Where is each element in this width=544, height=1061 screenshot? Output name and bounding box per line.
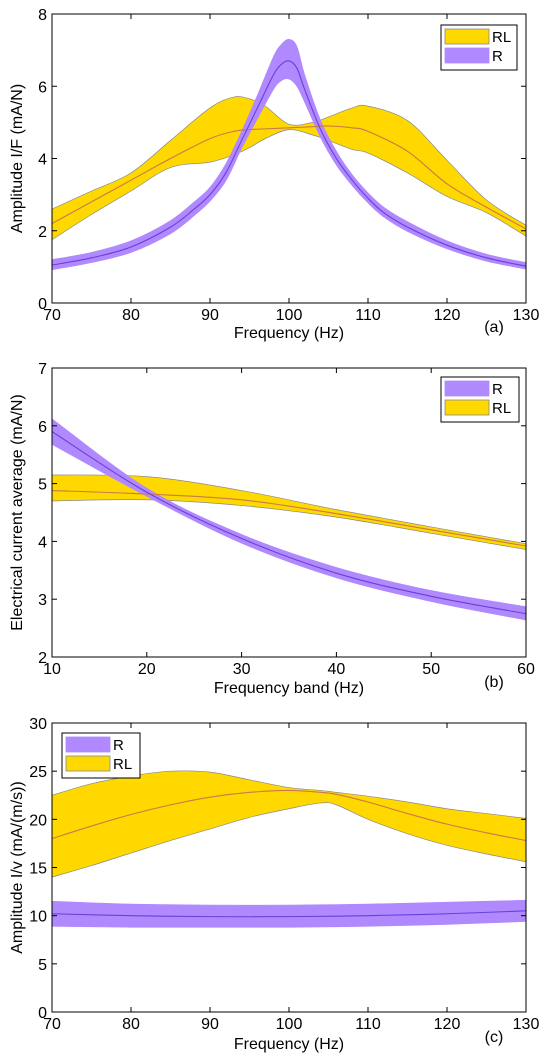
legend-label-rl: RL — [492, 400, 511, 417]
legend-swatch-rl — [444, 28, 490, 45]
legend-label-r: R — [492, 48, 503, 65]
mean-line-rl — [52, 125, 526, 230]
y-tick-label: 2 — [38, 650, 47, 667]
axes-box — [51, 367, 527, 658]
y-tick-label: 2 — [38, 224, 47, 241]
chart-panel-3: 70 80 90 100 110 120 130 0 5 10 15 20 25 30 Frequency … — [9, 716, 539, 1053]
x-tick-label: 30 — [233, 661, 251, 678]
legend-label-r: R — [492, 381, 503, 398]
chart-panel-1: 70 80 90 100 110 120 130 0 2 4 6 8 Frequency (Hz) Amp… — [9, 7, 539, 342]
legend: RL R — [440, 24, 518, 71]
band-r — [52, 899, 526, 928]
band-r — [52, 38, 526, 271]
legend-label-rl: RL — [113, 756, 132, 773]
y-tick-label: 3 — [38, 592, 47, 609]
y-axis-label: Amplitude I/F (mA/N) — [9, 84, 26, 233]
mean-line-r — [52, 60, 526, 267]
mean-line-r — [52, 431, 526, 615]
mean-line-rl — [52, 489, 526, 547]
y-tick-label: 4 — [38, 534, 47, 551]
band-rl — [52, 770, 526, 878]
plot-area — [52, 38, 526, 271]
legend: R RL — [61, 732, 141, 779]
y-tick-label: 20 — [29, 812, 47, 829]
legend: R RL — [440, 376, 520, 423]
y-tick-label: 15 — [29, 861, 47, 878]
x-tick-label: 70 — [43, 1016, 61, 1033]
legend-label-rl: RL — [492, 29, 511, 46]
y-tick-label: 0 — [38, 296, 47, 313]
y-tick-label: 6 — [38, 419, 47, 436]
legend-swatch-r — [444, 380, 490, 397]
x-tick-label: 110 — [355, 307, 381, 324]
x-tick-label: 120 — [434, 1016, 461, 1033]
y-tick-label: 8 — [38, 7, 47, 24]
plot-area — [52, 418, 526, 621]
y-tick-label: 25 — [29, 764, 47, 781]
legend-swatch-rl — [444, 399, 490, 416]
legend-swatch-rl — [65, 755, 111, 772]
band-r — [52, 418, 526, 621]
y-tick-label: 6 — [38, 79, 47, 96]
legend-swatch-r — [444, 47, 490, 64]
y-tick-label: 4 — [38, 152, 47, 169]
band-rl — [52, 96, 526, 241]
x-tick-label: 130 — [513, 1016, 540, 1033]
x-tick-label: 120 — [434, 307, 461, 324]
plot-area — [52, 770, 526, 928]
y-tick-label: 0 — [38, 1005, 47, 1022]
mean-line-r — [52, 910, 526, 918]
x-tick-label: 20 — [138, 661, 156, 678]
legend-swatch-r — [65, 736, 111, 753]
x-tick-label: 110 — [355, 1016, 381, 1033]
x-axis-label: Frequency (Hz) — [234, 1036, 344, 1053]
panel-label: (a) — [484, 319, 504, 336]
x-tick-label: 130 — [513, 307, 540, 324]
panel-label: (c) — [485, 1029, 504, 1046]
x-tick-label: 60 — [517, 661, 535, 678]
x-axis-label: Frequency band (Hz) — [214, 680, 364, 697]
x-tick-label: 80 — [122, 1016, 140, 1033]
x-tick-label: 100 — [276, 1016, 303, 1033]
mean-line-rl — [52, 789, 526, 842]
y-axis-label: Amplitude I/v (mA/(m/s)) — [9, 781, 26, 953]
panel-label: (b) — [484, 674, 504, 691]
y-axis-label: Electrical current average (mA/N) — [9, 394, 26, 631]
x-tick-label: 50 — [422, 661, 440, 678]
x-tick-label: 100 — [276, 307, 303, 324]
x-tick-label: 80 — [122, 307, 140, 324]
x-tick-label: 90 — [201, 307, 219, 324]
band-rl — [52, 474, 526, 550]
x-tick-label: 40 — [328, 661, 346, 678]
y-tick-label: 5 — [38, 477, 47, 494]
x-tick-label: 10 — [43, 661, 61, 678]
legend-label-r: R — [113, 737, 124, 754]
y-tick-label: 7 — [38, 361, 47, 378]
x-axis-label: Frequency (Hz) — [234, 325, 344, 342]
y-tick-label: 30 — [29, 716, 47, 733]
chart-panel-2: 10 20 30 40 50 60 2 3 4 5 6 7 Frequency band (Hz) Ele… — [9, 361, 535, 697]
x-tick-label: 70 — [43, 307, 61, 324]
x-tick-label: 90 — [201, 1016, 219, 1033]
y-tick-label: 10 — [29, 909, 47, 926]
y-tick-label: 5 — [38, 957, 47, 974]
